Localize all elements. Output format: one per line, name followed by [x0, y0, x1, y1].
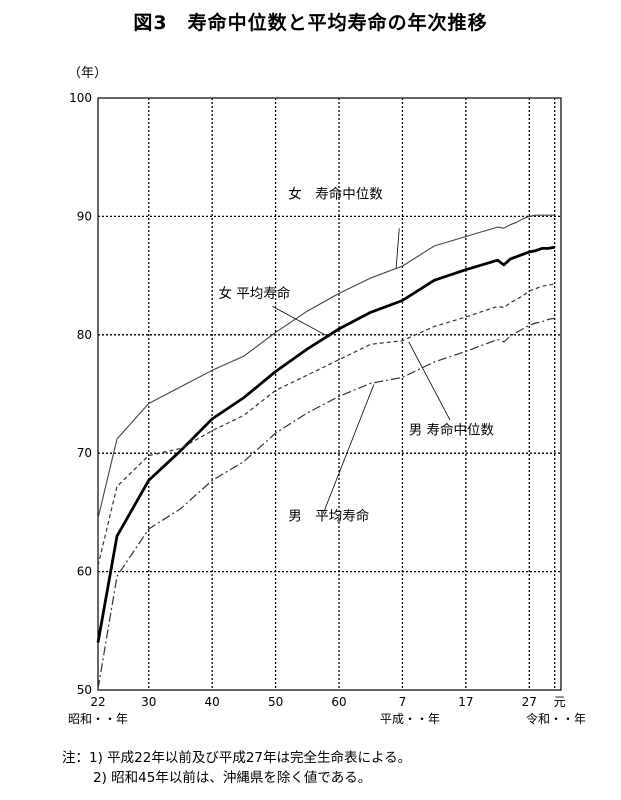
- series-line-4: [97, 317, 555, 689]
- y-tick-label: 90: [77, 209, 92, 223]
- series-annotation: 男 平均寿命: [288, 508, 369, 525]
- series-line-2: [96, 245, 555, 643]
- x-tick-label: 60: [331, 695, 346, 709]
- series-annotation: 男 寿命中位数: [409, 421, 495, 438]
- era-label-reiwa: 令和・・年: [526, 712, 587, 726]
- y-tick-label: 70: [77, 446, 92, 460]
- series-lines: [96, 214, 555, 689]
- annotation-leader-line: [395, 228, 400, 269]
- grid-lines: [98, 98, 561, 690]
- era-label-showa: 昭和・・年: [68, 712, 129, 726]
- x-tick-label: 17: [458, 695, 473, 709]
- series-line-3: [97, 283, 555, 566]
- x-tick-labels: 22 30 40 50 60 7 17 27 元: [90, 695, 565, 709]
- y-tick-labels: 50 60 70 80 90 100: [69, 91, 92, 697]
- series-annotation: 女 平均寿命: [219, 285, 291, 302]
- footnotes: 注：1) 平成22年以前及び平成27年は完全生命表による。 2) 昭和45年以前…: [62, 748, 411, 788]
- annotation-leader-line: [408, 341, 451, 421]
- x-tick-label: 22: [90, 695, 105, 709]
- era-label-heisei: 平成・・年: [380, 712, 441, 726]
- x-tick-label: 40: [205, 695, 220, 709]
- y-tick-label: 50: [77, 683, 92, 697]
- plot-frame: [97, 97, 562, 691]
- y-axis-unit-label: （年）: [68, 66, 108, 81]
- annotation-leader-line: [322, 384, 375, 514]
- y-tick-label: 60: [77, 565, 92, 579]
- x-tick-label: 7: [399, 695, 407, 709]
- x-tick-label: 27: [522, 695, 537, 709]
- x-tick-label: 50: [268, 695, 283, 709]
- x-tick-label: 元: [554, 695, 566, 709]
- footnote-2: 2) 昭和45年以前は、沖縄県を除く値である。: [93, 770, 372, 786]
- y-tick-label: 80: [77, 328, 92, 342]
- footnote-1: 注：1) 平成22年以前及び平成27年は完全生命表による。: [62, 750, 412, 766]
- chart-title: 図3 寿命中位数と平均寿命の年次推移: [133, 12, 488, 34]
- series-line-1: [97, 214, 555, 519]
- y-tick-label: 100: [69, 91, 92, 105]
- series-annotation: 女 寿命中位数: [288, 186, 383, 203]
- annotation-leader-line: [272, 306, 330, 338]
- x-tick-label: 30: [141, 695, 156, 709]
